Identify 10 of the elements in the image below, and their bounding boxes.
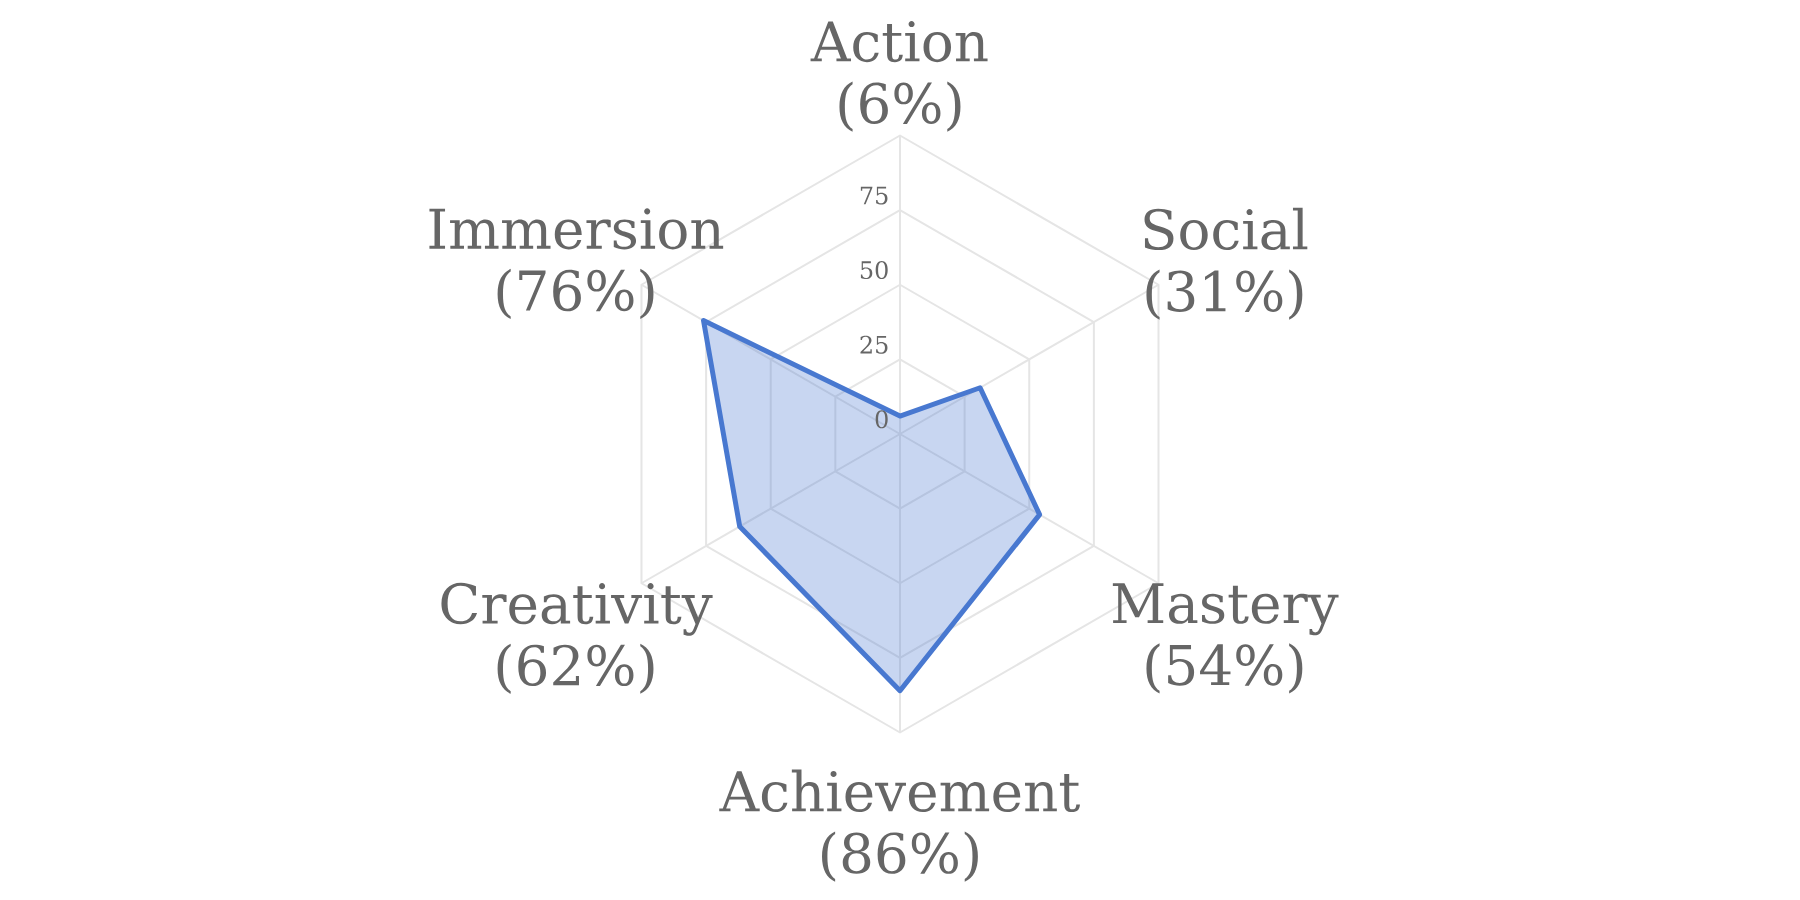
y-tick-label: 75 <box>860 186 888 205</box>
spoke-label: Action (6%) <box>810 21 988 132</box>
y-tick-label: 25 <box>860 335 888 354</box>
spoke-label: Social (31%) <box>1144 207 1308 320</box>
spoke-label: Mastery (54%) <box>1112 583 1339 694</box>
spoke-label: Immersion (76%) <box>429 208 724 320</box>
y-tick-label: 0 <box>875 410 888 429</box>
y-tick-label: 50 <box>860 261 888 280</box>
spoke-label: Achievement (86%) <box>719 769 1080 882</box>
spoke-label: Creativity (62%) <box>441 582 713 694</box>
